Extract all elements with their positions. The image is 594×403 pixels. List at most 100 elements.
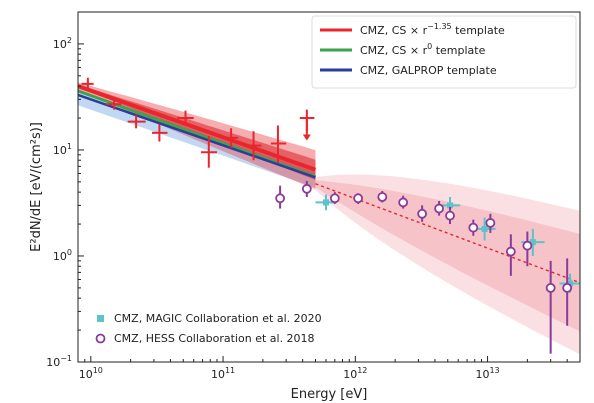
y-tick-exp: −1 <box>60 354 72 363</box>
fermi-upper-limit-arrow <box>302 134 311 141</box>
fermi-point <box>81 77 94 90</box>
x-tick-exp: 13 <box>489 366 499 375</box>
x-tick-base: 10 <box>475 368 489 381</box>
hess-marker <box>505 246 516 257</box>
fermi-point <box>105 99 122 110</box>
fermi-point <box>177 110 194 126</box>
magic-marker <box>322 199 329 206</box>
hess-point <box>353 193 364 204</box>
x-tick-label: 1012 <box>343 366 367 381</box>
y-tick-base: 10 <box>53 38 67 51</box>
plot-frame <box>77 11 581 363</box>
y-tick-exp: 2 <box>67 36 72 45</box>
hess-point <box>522 231 533 267</box>
legend-top-label: CMZ, CS × r0 template <box>360 42 486 57</box>
hess-point <box>445 206 455 225</box>
fermi-point <box>151 124 168 142</box>
y-tick-exp: 1 <box>67 142 72 151</box>
y-axis-title: E²dN/dE [eV/(cm²s)] <box>29 122 44 252</box>
hess-point <box>275 185 286 209</box>
x-axis-title: Energy [eV] <box>291 387 368 402</box>
legend-bottom-marker <box>97 315 104 322</box>
x-tick-exp: 11 <box>225 366 235 375</box>
legend-top-suffix: template <box>432 44 485 57</box>
x-tick-exp: 10 <box>93 366 103 375</box>
hess-point <box>417 205 428 222</box>
legend-bottom-label: CMZ, MAGIC Collaboration et al. 2020 <box>114 312 322 325</box>
x-tick-base: 10 <box>211 368 225 381</box>
x-tick-exp: 12 <box>357 366 367 375</box>
hess-point <box>562 258 573 326</box>
axis-ticks <box>77 11 581 363</box>
hess-point <box>545 260 556 354</box>
magic-point <box>474 217 496 241</box>
hess-marker <box>485 218 496 228</box>
hess-point <box>468 219 479 236</box>
legend-top-name: CMZ, GALPROP template <box>360 64 497 77</box>
legend-bottom-marker <box>95 333 106 344</box>
y-tick-label: 100 <box>53 248 72 263</box>
legend-top-box <box>311 15 577 89</box>
magic-marker <box>447 202 454 209</box>
fermi-point <box>270 125 287 164</box>
y-tick-base: 10 <box>46 356 60 369</box>
y-tick-base: 10 <box>53 144 67 157</box>
y-tick-label: 10−1 <box>46 354 72 369</box>
hess-point <box>434 200 444 216</box>
x-tick-base: 10 <box>79 368 93 381</box>
hess-marker <box>417 208 428 219</box>
y-tick-base: 10 <box>53 250 67 263</box>
legend-top-suffix: template <box>452 24 505 37</box>
extrapolation-band-inner <box>315 180 580 332</box>
legend-bottom-label: CMZ, HESS Collaboration et al. 2018 <box>114 332 315 345</box>
x-tick-label: 1013 <box>475 366 499 381</box>
extrapolation-line <box>315 183 580 284</box>
y-tick-label: 101 <box>53 142 72 157</box>
fermi-point <box>127 114 146 129</box>
model-line-0 <box>78 84 317 172</box>
y-tick-label: 102 <box>53 36 72 51</box>
hess-point <box>329 192 340 204</box>
x-tick-base: 10 <box>343 368 357 381</box>
hess-marker <box>275 193 286 204</box>
magic-marker <box>529 239 536 246</box>
hess-marker <box>562 282 573 293</box>
hess-marker <box>434 203 444 214</box>
hess-marker <box>398 197 409 208</box>
legend-top-sup: 0 <box>427 42 432 51</box>
legend-top-label: CMZ, CS × r−1.35 template <box>360 22 505 37</box>
fermi-point <box>200 136 218 168</box>
data-points <box>81 77 580 354</box>
hess-marker <box>301 183 312 194</box>
y-tick-exp: 0 <box>67 248 72 257</box>
hess-point <box>377 191 388 203</box>
hess-marker <box>522 240 533 251</box>
fermi-point <box>223 128 239 148</box>
legend-bottom: CMZ, MAGIC Collaboration et al. 2020 CMZ,… <box>95 312 322 345</box>
fermi-point <box>246 131 262 161</box>
hess-marker <box>377 192 388 202</box>
hess-point <box>301 180 312 197</box>
hess-point <box>505 234 516 276</box>
extrapolation-band-outer <box>315 174 580 355</box>
model-line-1 <box>78 89 317 179</box>
hess-point <box>398 195 409 209</box>
hess-marker <box>353 193 364 204</box>
model-line-2 <box>78 93 316 179</box>
galprop-band <box>78 89 316 188</box>
hess-marker <box>468 222 479 233</box>
legend-top-sup: −1.35 <box>427 22 452 31</box>
model-lines <box>78 84 580 284</box>
magic-marker <box>566 280 573 287</box>
legend-top-name: CMZ, CS × r <box>360 44 428 57</box>
x-tick-label: 1010 <box>79 366 103 381</box>
magic-marker <box>481 225 488 232</box>
hess-marker <box>545 282 556 293</box>
x-tick-label: 1011 <box>211 366 235 381</box>
hess-point <box>485 213 496 233</box>
hess-marker <box>445 210 455 221</box>
hess-marker <box>329 193 340 204</box>
